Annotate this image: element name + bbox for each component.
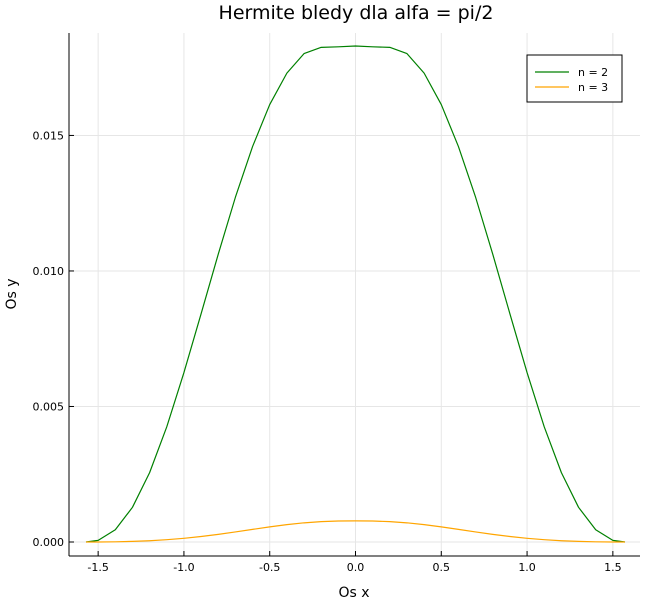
ticks: -1.5 -1.0 -0.5 0.0 0.5 1.0 1.5 0.000 0.005 0.010 0…: [33, 129, 622, 574]
grid: [69, 33, 640, 556]
x-tick-label: 1.5: [604, 561, 622, 574]
legend-label-n3: n = 3: [578, 81, 608, 94]
x-tick-label: -0.5: [259, 561, 280, 574]
legend: n = 2 n = 3: [526, 54, 623, 103]
chart-title: Hermite bledy dla alfa = pi/2: [219, 2, 494, 24]
axes: [68, 33, 640, 557]
y-tick-label: 0.010: [33, 265, 65, 278]
x-tick-label: 1.0: [518, 561, 536, 574]
legend-box: [526, 54, 623, 103]
y-tick-label: 0.000: [33, 536, 65, 549]
x-tick-label: -1.0: [173, 561, 194, 574]
y-tick-label: 0.005: [33, 400, 65, 413]
x-axis-label: Os x: [338, 585, 369, 600]
series-line-n3: [85, 520, 626, 543]
series-line-n2: [85, 45, 626, 543]
y-axis-label: Os y: [4, 278, 20, 309]
series-group: [85, 45, 626, 543]
legend-label-n2: n = 2: [578, 66, 608, 79]
x-tick-label: 0.5: [433, 561, 451, 574]
y-tick-label: 0.015: [33, 129, 65, 142]
x-tick-label: 0.0: [347, 561, 365, 574]
x-tick-label: -1.5: [87, 561, 108, 574]
